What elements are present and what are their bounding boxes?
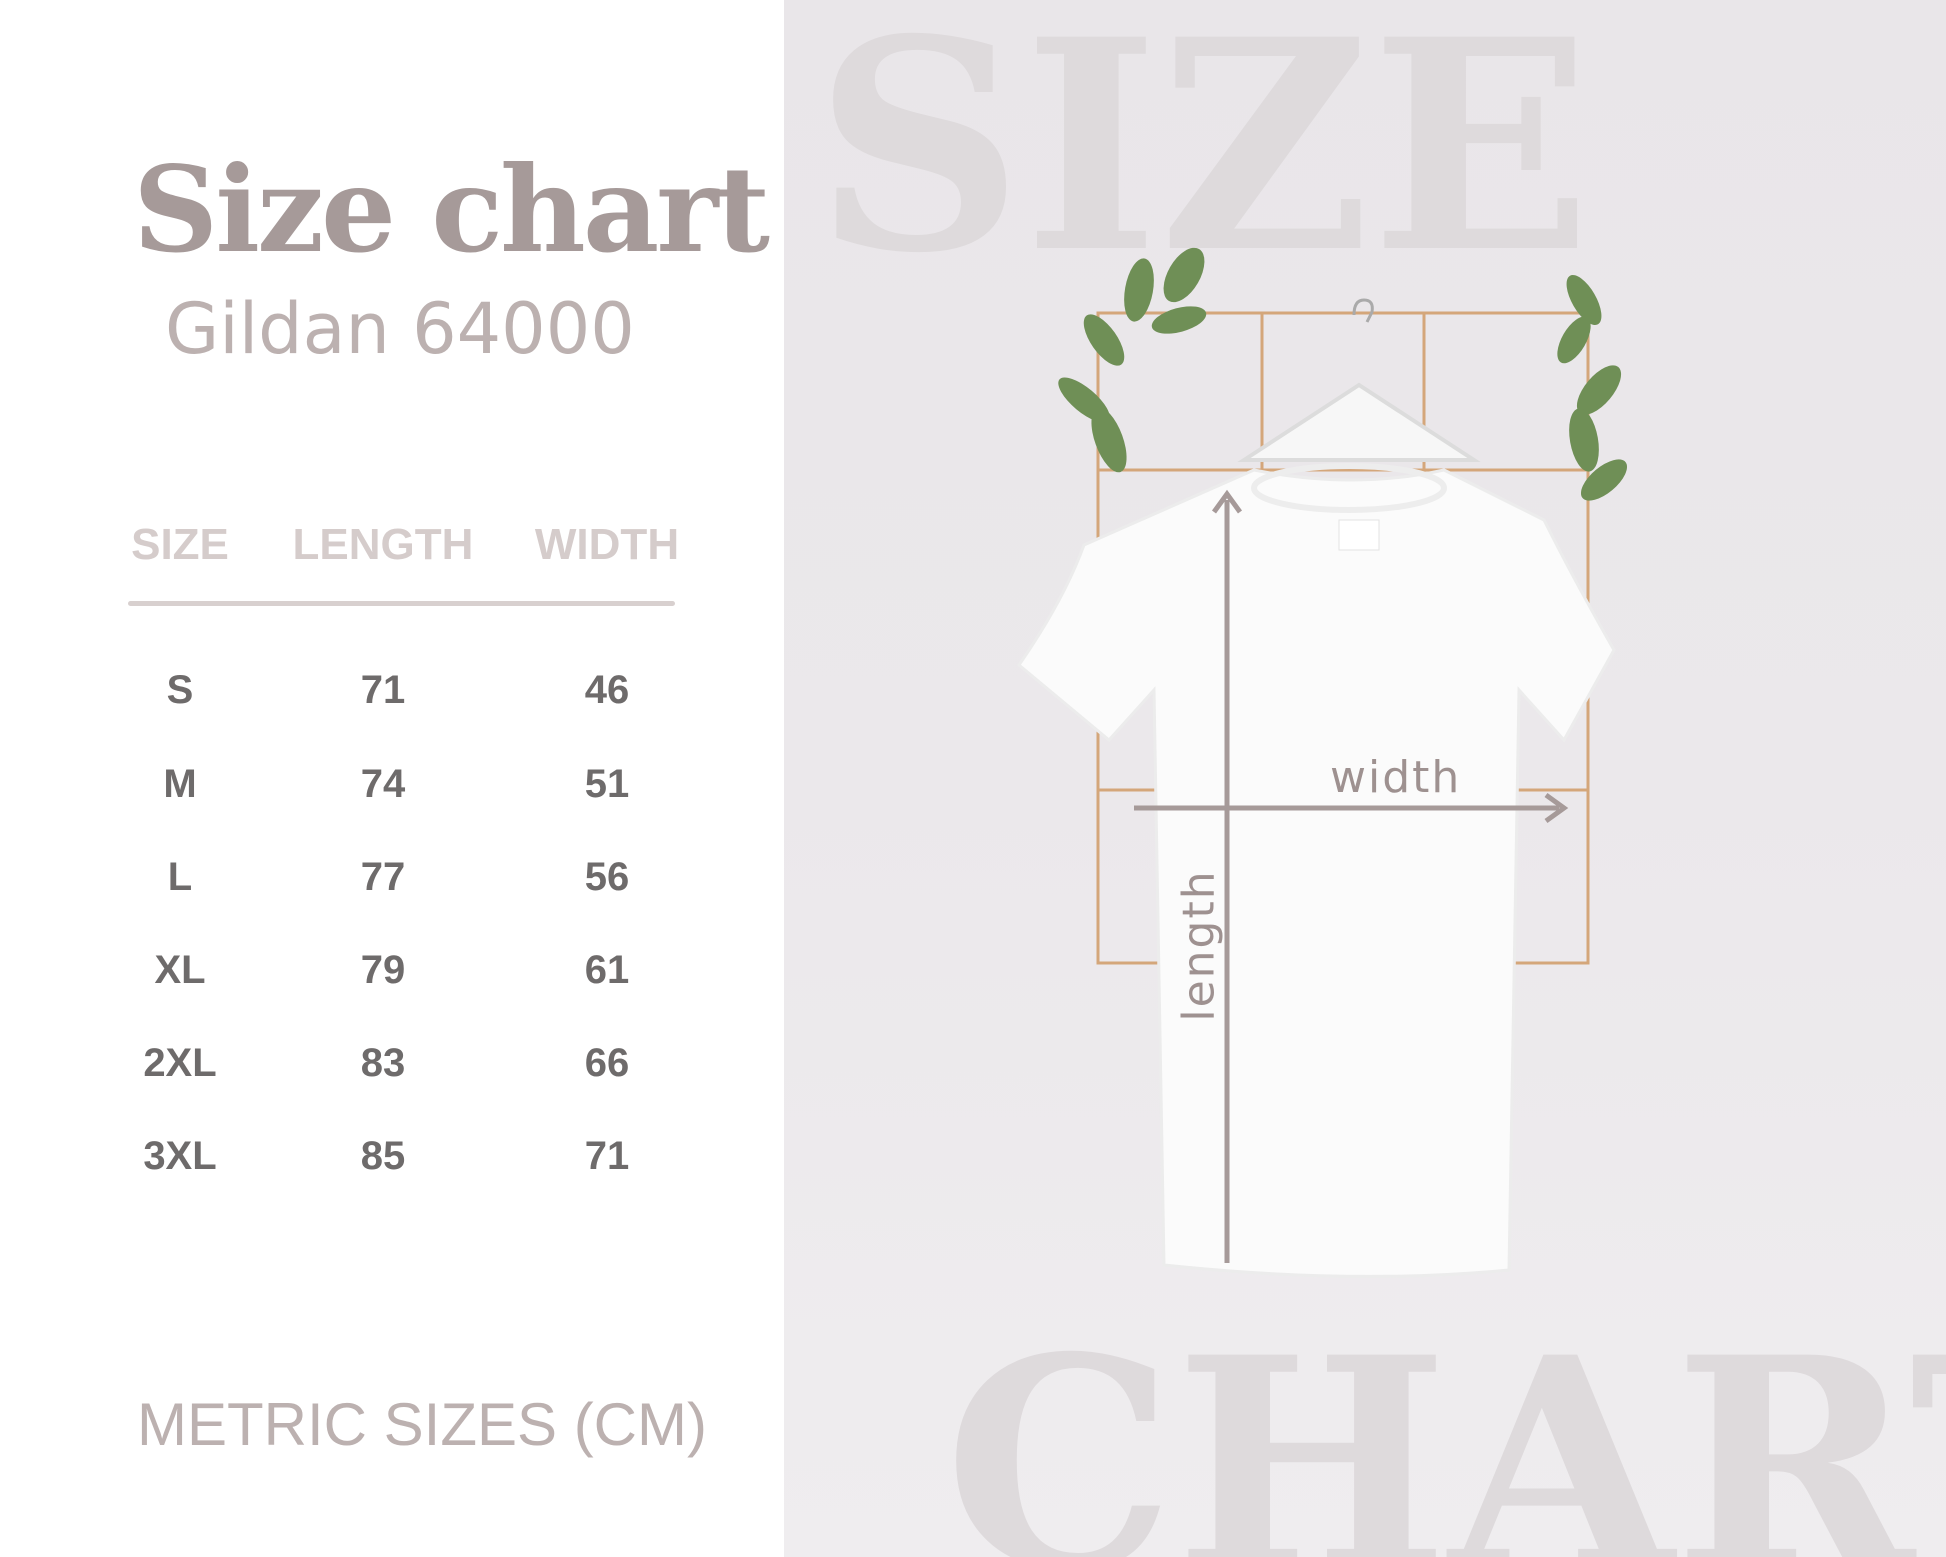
shirt-illustration <box>1016 247 1628 1278</box>
product-photo: SIZE CHART <box>784 0 1946 1557</box>
header-width: WIDTH <box>534 520 680 569</box>
product-subtitle: Gildan 64000 <box>165 288 635 370</box>
length-arrow <box>1211 489 1243 1263</box>
cell-length: 85 <box>360 1134 406 1178</box>
leaves-icon <box>1058 247 1628 501</box>
header-divider <box>128 601 675 606</box>
cell-width: 56 <box>584 855 630 899</box>
cell-length: 77 <box>360 855 406 899</box>
cell-length: 71 <box>360 668 406 712</box>
header-size: SIZE <box>131 520 229 569</box>
cell-length: 83 <box>360 1041 406 1085</box>
width-label: width <box>1330 752 1462 803</box>
cell-size: XL <box>154 948 206 992</box>
watermark-chart: CHART <box>944 1295 1946 1557</box>
cell-width: 51 <box>584 762 630 806</box>
cell-length: 74 <box>360 762 406 806</box>
cell-width: 66 <box>584 1041 630 1085</box>
header-length: LENGTH <box>292 520 474 569</box>
length-label: length <box>1173 869 1225 1022</box>
tshirt-icon <box>1016 468 1616 1278</box>
cell-width: 61 <box>584 948 630 992</box>
page-title: Size chart <box>133 140 770 279</box>
cell-size: 3XL <box>143 1134 217 1178</box>
cell-size: L <box>167 855 193 899</box>
cell-size: 2XL <box>143 1041 217 1085</box>
width-arrow <box>1134 792 1569 824</box>
cell-length: 79 <box>360 948 406 992</box>
watermark-size: SIZE <box>814 0 1592 317</box>
units-note: METRIC SIZES (CM) <box>137 1391 707 1458</box>
hanger-icon <box>1237 298 1481 462</box>
cell-size: S <box>166 668 194 712</box>
cell-width: 71 <box>584 1134 630 1178</box>
cell-width: 46 <box>584 668 630 712</box>
size-table-panel: Size chart Gildan 64000 SIZE LENGTH WIDT… <box>0 0 784 1557</box>
cell-size: M <box>163 762 197 806</box>
